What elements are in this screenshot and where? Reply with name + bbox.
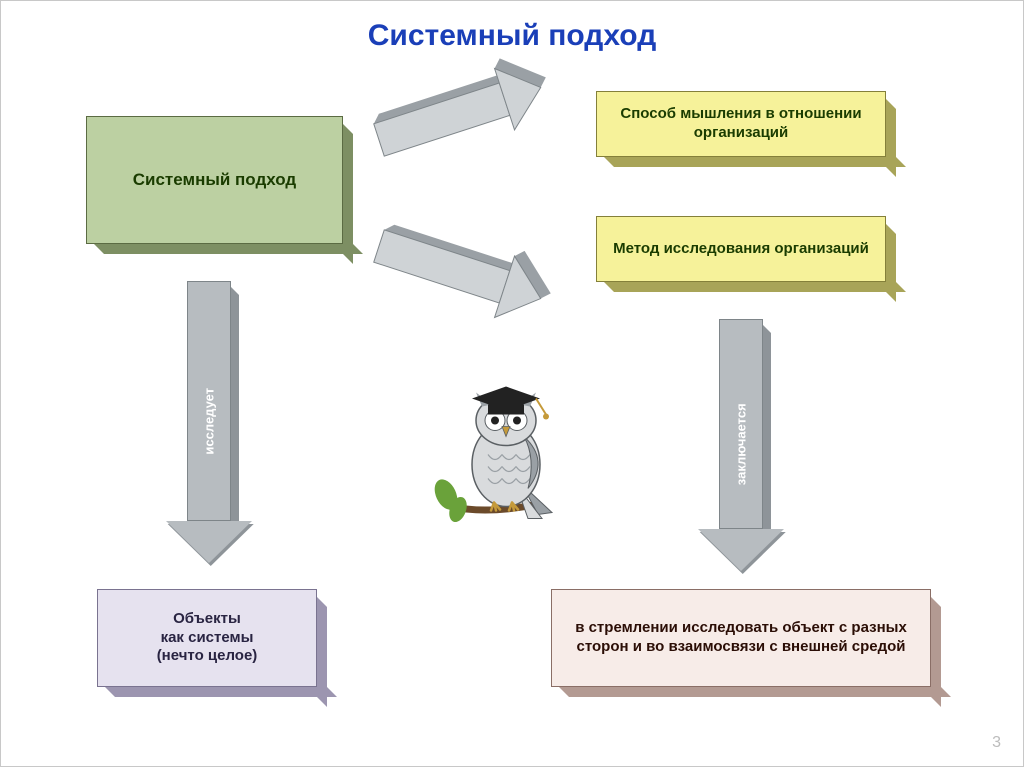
page-title: Системный подход	[1, 19, 1023, 53]
box-bl-side-b	[105, 687, 337, 697]
arrow-to-top-right	[359, 83, 609, 197]
box-tr-face: Способ мышления в отношении организаций	[596, 91, 886, 157]
box-bottom-left: Объекты как системы (нечто целое)	[97, 589, 317, 687]
box-mr-side-b	[604, 282, 906, 292]
box-main-side-b	[94, 244, 363, 254]
box-tr-side-b	[604, 157, 906, 167]
arrow-down-right: заключается	[698, 319, 784, 571]
diagram-canvas: Системный подход Системный подход Способ…	[0, 0, 1024, 767]
box-tr-text: Способ мышления в отношении организаций	[607, 105, 875, 143]
page-number: 3	[992, 734, 1001, 752]
box-bl-face: Объекты как системы (нечто целое)	[97, 589, 317, 687]
box-bottom-right: в стремлении исследовать объект с разных…	[551, 589, 931, 687]
box-br-side-b	[559, 687, 951, 697]
box-main: Системный подход	[86, 116, 343, 244]
box-bl-text: Объекты как системы (нечто целое)	[157, 610, 258, 666]
box-mid-right: Метод исследования организаций	[596, 216, 886, 282]
box-main-side-r	[343, 124, 353, 264]
arrow-down-left: исследует	[166, 281, 252, 563]
box-mr-text: Метод исследования организаций	[613, 240, 869, 259]
arrow-down-left-head	[166, 521, 252, 563]
box-mr-face: Метод исследования организаций	[596, 216, 886, 282]
arrow-down-right-label: заключается	[734, 403, 749, 485]
box-main-face: Системный подход	[86, 116, 343, 244]
title-text: Системный подход	[368, 19, 657, 52]
arrow-down-left-label: исследует	[202, 388, 217, 455]
arrow-down-right-shaft-side	[763, 325, 771, 537]
box-top-right: Способ мышления в отношении организаций	[596, 91, 886, 157]
box-main-text: Системный подход	[133, 169, 296, 190]
owl-icon	[431, 361, 581, 531]
arrow-to-mid-right	[359, 189, 609, 303]
box-br-text: в стремлении исследовать объект с разных…	[562, 619, 920, 657]
box-br-face: в стремлении исследовать объект с разных…	[551, 589, 931, 687]
arrow-down-right-head	[698, 529, 784, 571]
arrow-down-left-shaft-side	[231, 287, 239, 529]
